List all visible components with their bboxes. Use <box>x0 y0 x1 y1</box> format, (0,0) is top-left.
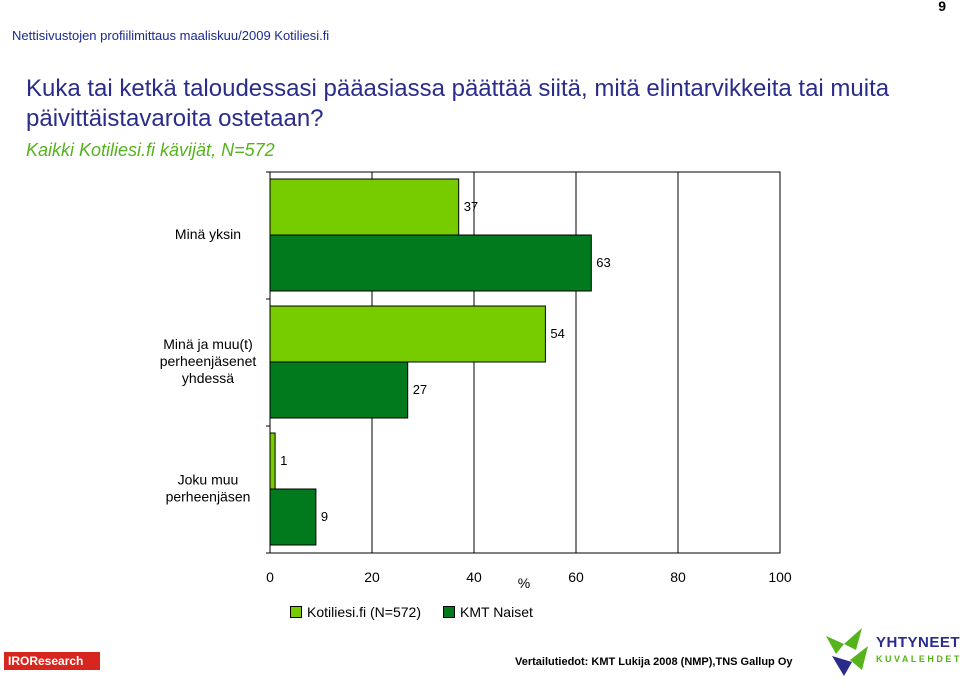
x-tick-label: 40 <box>466 569 482 585</box>
category-label: Minä yksin <box>175 226 241 242</box>
bar-kotiliesi <box>269 432 276 490</box>
data-label-kotiliesi: 37 <box>464 199 478 214</box>
logo-text-bottom: KUVALEHDET <box>876 654 960 664</box>
legend-label-kotiliesi: Kotiliesi.fi (N=572) <box>307 604 421 620</box>
bar-kmt <box>269 488 317 546</box>
data-label-kmt: 63 <box>596 255 610 270</box>
category-label-line: perheenjäsenet <box>160 353 257 369</box>
data-label-kotiliesi: 54 <box>550 326 564 341</box>
bar-kotiliesi <box>269 305 546 363</box>
bar-kotiliesi <box>269 178 460 236</box>
category-label-line: yhdessä <box>182 370 234 386</box>
bar-kmt <box>269 234 592 292</box>
x-tick-label: 100 <box>768 569 792 585</box>
page-title: Kuka tai ketkä taloudessasi pääasiassa p… <box>26 75 890 132</box>
legend-item-kmt: KMT Naiset <box>443 604 533 620</box>
source-note: Vertailutiedot: KMT Lukija 2008 (NMP),TN… <box>515 656 793 668</box>
chart-subtitle: Kaikki Kotiliesi.fi kävijät, N=572 <box>26 140 275 160</box>
legend-item-kotiliesi: Kotiliesi.fi (N=572) <box>290 604 421 620</box>
category-label: Joku muu perheenjäsen <box>166 472 251 505</box>
x-axis-label: % <box>518 575 530 591</box>
data-label-kmt: 27 <box>413 382 427 397</box>
category-label-line: Minä ja muu(t) <box>163 336 252 352</box>
iroresearch-logo: IROResearch <box>4 652 100 670</box>
data-label-kmt: 9 <box>321 509 328 524</box>
x-tick-label: 80 <box>670 569 686 585</box>
bar-kmt <box>269 361 409 419</box>
x-tick-label: 20 <box>364 569 380 585</box>
legend-swatch-light <box>290 606 302 618</box>
page-number: 9 <box>938 0 946 14</box>
category-label-line: perheenjäsen <box>166 489 251 505</box>
data-label-kotiliesi: 1 <box>280 453 287 468</box>
category-label: Minä ja muu(t) perheenjäsenet yhdessä <box>160 336 257 386</box>
category-label-line: Joku muu <box>178 472 239 488</box>
category-label-line: Minä yksin <box>175 226 241 242</box>
yhtyneet-kuvalehdet-logo: YHTYNEET KUVALEHDET <box>822 626 960 682</box>
x-tick-label: 60 <box>568 569 584 585</box>
logo-text-top: YHTYNEET <box>876 634 960 651</box>
chart-legend: Kotiliesi.fi (N=572) KMT Naiset <box>290 604 555 620</box>
legend-label-kmt: KMT Naiset <box>460 604 533 620</box>
legend-swatch-dark <box>443 606 455 618</box>
leaf-icon <box>826 628 868 676</box>
report-header: Nettisivustojen profiilimittaus maalisku… <box>12 28 330 43</box>
x-tick-label: 0 <box>266 569 274 585</box>
